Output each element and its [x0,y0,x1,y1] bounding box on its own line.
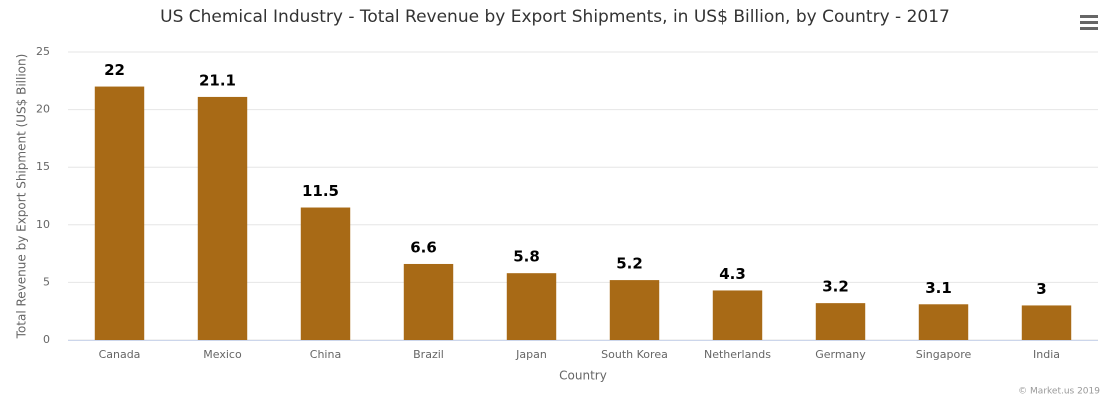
x-tick-label: India [1033,348,1060,361]
bar [197,96,248,340]
value-label: 4.3 [719,265,746,283]
y-tick-label: 0 [43,333,50,346]
bar [1021,305,1072,340]
value-label: 22 [104,61,125,79]
credits: © Market.us 2019 [1018,387,1100,397]
y-tick-label: 20 [36,103,50,116]
x-tick-label: Germany [815,348,866,361]
y-axis-title: Total Revenue by Export Shipment (US$ Bi… [15,54,29,340]
x-tick-label: Canada [99,348,141,361]
menu-button[interactable] [1080,15,1098,30]
bar [300,207,351,340]
bar [712,290,763,340]
y-tick-label: 5 [43,275,50,288]
x-tick-label: Japan [515,348,547,361]
value-label: 3 [1036,280,1046,298]
value-label: 3.1 [925,279,952,297]
x-tick-label: Singapore [916,348,972,361]
menu-bar [1080,27,1098,30]
bar [506,273,557,340]
x-tick-label: Mexico [203,348,242,361]
x-tick-label: Netherlands [704,348,771,361]
x-tick-label: China [310,348,341,361]
y-tick-label: 15 [36,160,50,173]
menu-bar [1080,15,1098,18]
value-label: 3.2 [822,278,849,296]
value-label: 5.2 [616,255,643,273]
x-axis-title: Country [559,369,607,383]
bar [815,303,866,340]
value-label: 5.8 [513,248,540,266]
menu-bar [1080,21,1098,24]
x-tick-label: Brazil [413,348,444,361]
chart-title: US Chemical Industry - Total Revenue by … [160,7,950,27]
value-label: 21.1 [199,71,236,89]
bar [609,280,660,340]
y-tick-label: 10 [36,218,50,231]
bar [403,263,454,340]
bar [918,304,969,340]
y-tick-label: 25 [36,45,50,58]
value-label: 11.5 [302,182,339,200]
x-tick-label: South Korea [601,348,668,361]
bar [94,86,145,340]
value-label: 6.6 [410,238,437,256]
